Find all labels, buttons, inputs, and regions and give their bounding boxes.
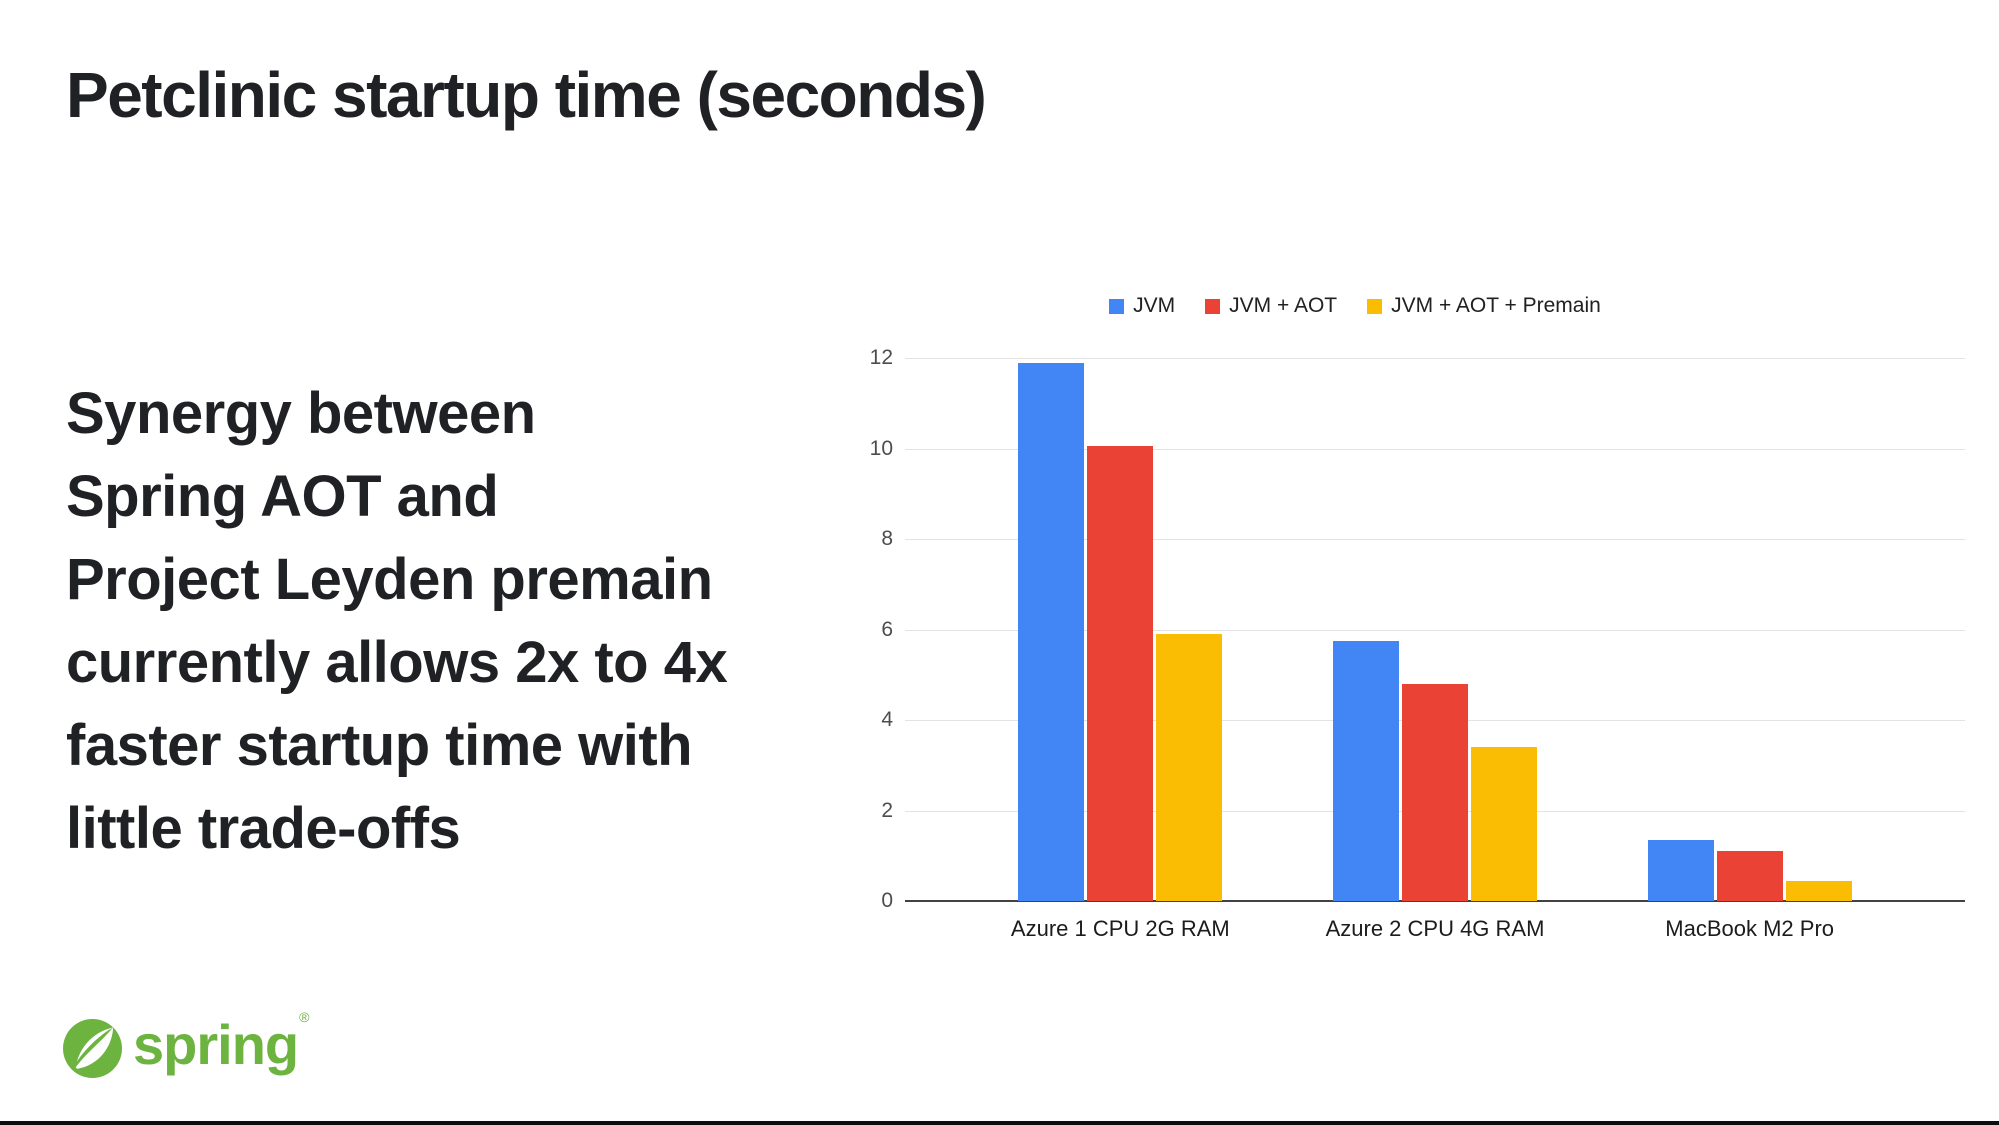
key-message-text: Synergy between Spring AOT and Project L… <box>66 381 728 861</box>
y-tick-label-12: 12 <box>869 346 893 369</box>
y-tick-label-2: 2 <box>881 798 893 822</box>
bar-jvm-macbook-m2-pro <box>1647 839 1714 901</box>
legend-swatch-jvm-aot-premain <box>1367 298 1383 314</box>
bar-jvm-aot-azure-2-cpu-4g-ram <box>1402 683 1468 901</box>
chart-legend: JVM JVM + AOT JVM + AOT + Premain <box>905 290 1805 322</box>
bar-jvm-aot-premain-azure-2-cpu-4g-ram <box>1471 747 1537 901</box>
gridline-y-8 <box>905 539 1965 540</box>
y-tick-label-6: 6 <box>881 617 893 641</box>
gridline-y-10 <box>905 448 1965 450</box>
x-axis-line <box>905 900 1965 902</box>
slide-bottom-edge <box>0 1121 1999 1125</box>
y-tick-label-10: 10 <box>869 436 893 460</box>
page-title: Petclinic startup time (seconds) <box>66 59 987 131</box>
legend-label: JVM <box>1133 294 1176 317</box>
gridline-y-12 <box>905 358 1965 359</box>
gridline-y-6 <box>905 629 1965 631</box>
legend-label: JVM + AOT + Premain <box>1391 294 1601 317</box>
legend-item-jvm: JVM <box>1109 294 1175 318</box>
registered-mark: ® <box>299 1009 309 1026</box>
legend-item-jvm-aot-premain: JVM + AOT + Premain <box>1367 294 1601 318</box>
x-category-label-azure-1-cpu-2g-ram: Azure 1 CPU 2G RAM <box>1010 916 1230 941</box>
y-tick-label-0: 0 <box>881 889 893 912</box>
bar-jvm-aot-macbook-m2-pro <box>1716 851 1783 901</box>
bar-jvm-aot-premain-azure-1-cpu-2g-ram <box>1156 634 1223 901</box>
bar-jvm-azure-1-cpu-2g-ram <box>1018 362 1085 901</box>
x-category-label-azure-2-cpu-4g-ram: Azure 2 CPU 4G RAM <box>1325 916 1545 941</box>
bar-jvm-aot-premain-macbook-m2-pro <box>1785 880 1852 901</box>
bar-jvm-azure-2-cpu-4g-ram <box>1333 640 1399 901</box>
legend-item-jvm-aot: JVM + AOT <box>1205 294 1337 318</box>
legend-label: JVM + AOT <box>1229 294 1338 317</box>
spring-leaf-icon <box>63 1019 122 1078</box>
spring-logo: spring® <box>63 1009 309 1081</box>
legend-swatch-jvm <box>1109 298 1125 314</box>
y-tick-label-8: 8 <box>881 527 893 550</box>
y-tick-label-4: 4 <box>881 708 893 731</box>
x-category-label-macbook-m2-pro: MacBook M2 Pro <box>1665 916 1835 941</box>
spring-wordmark: spring® <box>133 1009 309 1076</box>
bar-jvm-aot-azure-1-cpu-2g-ram <box>1087 446 1154 901</box>
legend-swatch-jvm-aot <box>1205 298 1221 314</box>
